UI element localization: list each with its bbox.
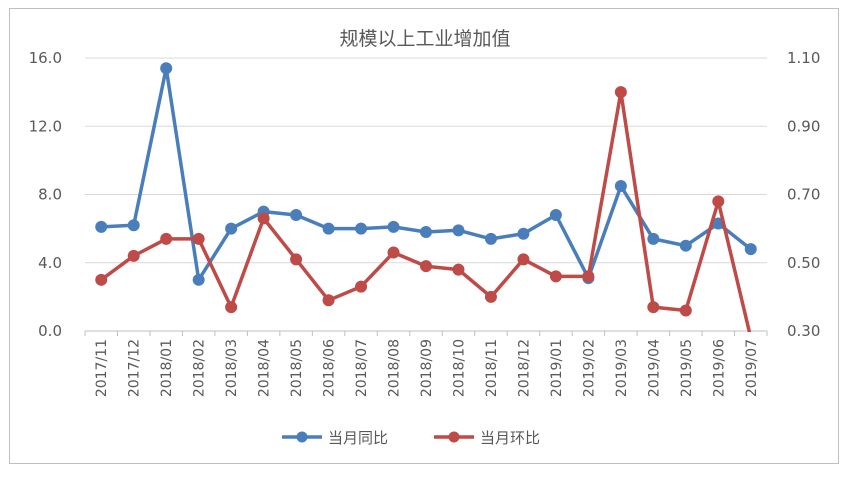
series-0-point — [127, 219, 140, 232]
x-axis-category-label: 2019/04 — [646, 339, 662, 397]
series-1-point — [127, 249, 140, 262]
series-1-point — [420, 260, 432, 273]
legend-swatch-marker — [296, 431, 308, 443]
chart-title: 规模以上工业增加值 — [339, 28, 510, 50]
series-0-point — [355, 222, 368, 235]
legend-swatch-marker — [448, 431, 460, 443]
left-axis-tick-label: 4.0 — [38, 254, 62, 272]
x-axis-category-label: 2018/10 — [451, 339, 467, 397]
legend: 当月同比 当月环比 — [282, 429, 540, 447]
series-line-0 — [101, 66, 752, 282]
series-0-point — [549, 208, 562, 221]
x-axis-category-label: 2019/02 — [581, 339, 597, 397]
series-1-point — [452, 263, 465, 276]
x-axis-category-label: 2018/05 — [289, 339, 305, 397]
x-axis-category-label: 2019/03 — [614, 339, 630, 397]
series-1-point — [647, 301, 660, 314]
legend-label: 当月同比 — [328, 429, 388, 447]
x-axis-category-label: 2018/08 — [387, 339, 403, 397]
x-axis-category-label: 2018/03 — [224, 339, 240, 397]
right-axis-tick-label: 0.50 — [787, 254, 820, 272]
series-0-point — [647, 232, 660, 245]
left-axis-tick-label: 16.0 — [29, 49, 62, 67]
series-1-point — [160, 232, 173, 245]
x-axis-category-label: 2019/07 — [744, 339, 760, 397]
series-1-point — [192, 232, 205, 245]
x-axis-category-label: 2018/06 — [322, 339, 338, 397]
x-axis-category-label: 2018/11 — [484, 339, 500, 397]
right-axis-tick-label: 1.10 — [787, 49, 820, 67]
x-axis-category-label: 2019/01 — [549, 339, 565, 397]
series-1-point — [517, 253, 530, 266]
x-axis-category-label: 2019/06 — [711, 339, 727, 397]
series-0-point — [679, 239, 692, 252]
legend-label: 当月环比 — [480, 429, 540, 447]
series-0-point — [322, 222, 335, 235]
x-axis-category-label: 2017/11 — [94, 339, 110, 397]
right-axis-tick-label: 0.30 — [787, 322, 820, 340]
left-axis: 0.0 4.0 8.0 12.0 16.0 — [29, 49, 62, 340]
series-1-point — [484, 290, 497, 303]
series-1-point — [290, 253, 303, 266]
series-1-point — [712, 195, 725, 208]
series-line-1 — [100, 90, 752, 332]
series-0-point — [484, 232, 497, 245]
series-0-point — [160, 62, 173, 75]
series-1-point — [679, 304, 692, 317]
series-0-point — [517, 227, 530, 240]
series-0-point — [452, 224, 465, 237]
series-0-point — [290, 208, 303, 221]
series-1-point — [387, 246, 400, 259]
series-1-point — [322, 294, 335, 307]
x-axis-category-label: 2018/07 — [354, 339, 370, 397]
series-1-point — [355, 280, 368, 293]
x-axis: 2017/11 2017/12 2018/01 2018/02 2018/03 2018/… — [84, 331, 768, 397]
right-axis-tick-label: 0.70 — [787, 186, 820, 204]
left-axis-tick-label: 12.0 — [29, 117, 62, 135]
series-0-point — [420, 226, 432, 239]
x-axis-category-label: 2018/01 — [159, 339, 175, 397]
series-group — [95, 62, 757, 332]
series-1-point — [549, 270, 562, 283]
series-1-point — [95, 273, 108, 286]
series-1-point — [257, 212, 270, 225]
series-1-point — [614, 86, 627, 99]
series-0-point — [387, 220, 400, 233]
series-1-point — [582, 270, 595, 283]
series-1-point — [225, 301, 238, 314]
left-axis-tick-label: 8.0 — [38, 186, 62, 204]
right-axis: 0.30 0.50 0.70 0.90 1.10 — [787, 49, 820, 340]
series-0-point — [192, 273, 205, 286]
x-axis-category-label: 2017/12 — [127, 339, 143, 397]
x-axis-category-label: 2018/04 — [257, 339, 273, 397]
series-0-point — [614, 179, 627, 192]
right-axis-tick-label: 0.90 — [787, 117, 820, 135]
series-0-point — [95, 220, 108, 233]
x-axis-category-label: 2018/12 — [516, 339, 532, 397]
left-axis-tick-label: 0.0 — [38, 322, 62, 340]
series-0-point — [225, 222, 238, 235]
x-axis-category-label: 2018/02 — [192, 339, 208, 397]
x-axis-category-label: 2018/09 — [419, 339, 435, 397]
x-axis-category-label: 2019/05 — [679, 339, 695, 397]
series-0-point — [744, 243, 757, 256]
